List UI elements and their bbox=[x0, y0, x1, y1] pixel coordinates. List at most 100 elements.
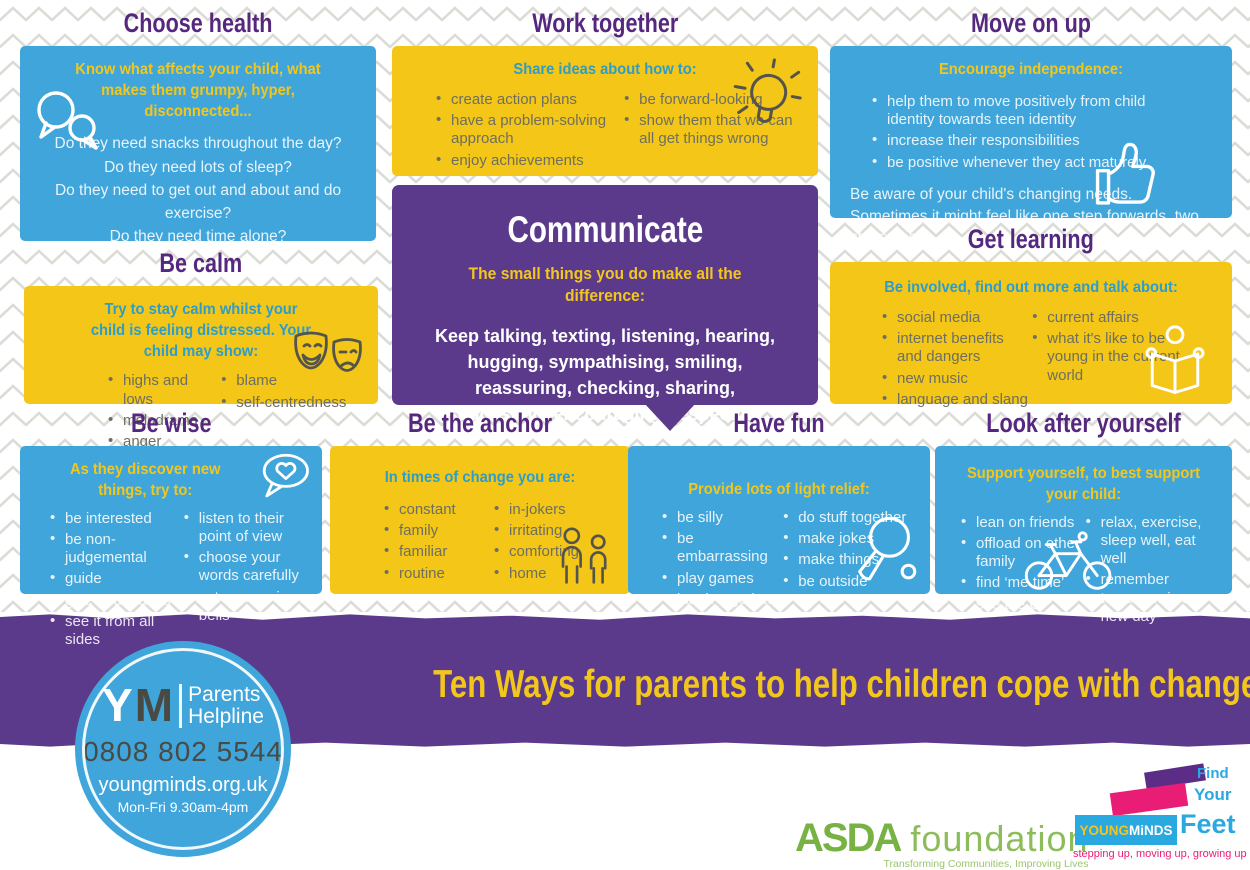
list-item: help them to move positively from child … bbox=[872, 92, 1157, 130]
question-line: Do they need time alone? bbox=[109, 228, 287, 246]
list-item: offload on other family bbox=[961, 534, 1086, 572]
card-lead: Provide lots of light relief: bbox=[688, 481, 870, 498]
have-fun-card: Provide lots of light relief: be sillybe… bbox=[628, 446, 930, 609]
bullet-columns: be interested be non-judgementalguide give… bbox=[28, 502, 314, 653]
card-section-communicate: Communicate The small things you do make… bbox=[392, 185, 818, 431]
card-lead: Be involved, find out more and talk abou… bbox=[884, 279, 1178, 296]
feet-label: Feet bbox=[1180, 809, 1236, 839]
parents-label: Parents bbox=[188, 683, 261, 707]
be-the-anchor-card: In times of change you are: constant fami… bbox=[330, 446, 630, 594]
be-wise-card: As they discover new things, try to: be … bbox=[20, 446, 322, 648]
list-item: new music bbox=[882, 369, 1032, 388]
card-title: Be wise bbox=[130, 408, 212, 438]
lightbulb-icon bbox=[726, 56, 802, 142]
bullet-list: be interested be non-judgementalguide give… bbox=[50, 509, 184, 653]
card-section-be-the-anchor: Be the anchor In times of change you are… bbox=[330, 410, 630, 594]
bullet-columns: be silly be embarrassing play games laugh t… bbox=[636, 501, 922, 612]
bullet-list: be silly be embarrassing play games laugh t… bbox=[662, 508, 783, 612]
bullet-list: relax, exercise, sleep well, eat wellrem… bbox=[1086, 513, 1212, 630]
bullet-list: help them to move positively from child … bbox=[846, 81, 1216, 172]
list-item: choose your words carefully bbox=[184, 548, 300, 586]
list-item: give boundaries bbox=[50, 591, 184, 610]
list-item: home bbox=[494, 564, 604, 583]
stair-step-pink bbox=[1109, 782, 1189, 817]
list-item: increase their responsibilities bbox=[872, 131, 1157, 150]
bullet-list: be forward-looking show them that we can … bbox=[624, 90, 794, 173]
card-title: Look after yourself bbox=[986, 408, 1181, 438]
youngminds-wordmark-bar: YOUNG MiNDS bbox=[1075, 815, 1177, 845]
list-item: social media bbox=[882, 308, 1032, 327]
list-item: comforting bbox=[494, 542, 604, 561]
list-item: guide bbox=[50, 569, 184, 588]
card-lead: Try to stay calm whilst your child is fe… bbox=[90, 301, 312, 360]
list-item: melodrama bbox=[108, 411, 221, 430]
question-line: Do they need lots of sleep? bbox=[104, 158, 292, 176]
card-title: Be the anchor bbox=[407, 408, 553, 438]
poster-title: Ten Ways for parents to help children co… bbox=[433, 663, 1250, 706]
card-lead: The small things you do make all the dif… bbox=[468, 264, 742, 306]
card-title: Work together bbox=[531, 8, 678, 38]
bullet-columns: lean on friendsoffload on other familyfi… bbox=[941, 506, 1226, 630]
work-together-card: Share ideas about how to: create action … bbox=[392, 46, 818, 176]
card-section-choose-health: Choose health Know what affects your chi… bbox=[20, 10, 376, 324]
card-section-be-wise: Be wise As they discover new things, try… bbox=[20, 408, 322, 648]
logo-letter-y: Y bbox=[102, 678, 133, 731]
list-item: see the GP bbox=[961, 595, 1086, 614]
helpline-phone-number: 0808 802 5544 bbox=[83, 735, 283, 767]
card-section-be-calm: Be calm Try to stay calm whilst your chi… bbox=[24, 250, 378, 451]
asda-foundation-logo: ASDA foundation Transforming Communities… bbox=[795, 816, 1089, 870]
list-item: make jokes bbox=[783, 529, 908, 548]
card-footer-text: Be aware of your child's changing needs.… bbox=[850, 185, 1199, 247]
be-calm-card: Try to stay calm whilst your child is fe… bbox=[24, 286, 378, 451]
theatre-masks-icon bbox=[290, 326, 364, 388]
list-item: lean on friends bbox=[961, 513, 1086, 532]
list-item: family bbox=[384, 521, 494, 540]
list-item: have a problem-solving approach bbox=[436, 111, 624, 149]
wordmark-minds: MiNDS bbox=[1129, 822, 1173, 838]
list-item: self-centredness bbox=[221, 393, 352, 412]
card-section-get-learning: Get learning Be involved, find out more … bbox=[830, 224, 1232, 409]
bullet-list: social media internet benefits and danger… bbox=[882, 308, 1032, 412]
list-item: be positive whenever they act maturely bbox=[872, 153, 1157, 172]
list-item: be outside bbox=[783, 572, 908, 591]
speech-pointer bbox=[644, 403, 696, 431]
list-item: highs and lows bbox=[108, 371, 221, 409]
card-section-have-fun: Have fun Provide lots of light relief: b… bbox=[628, 410, 930, 609]
get-learning-card: Be involved, find out more and talk abou… bbox=[830, 262, 1232, 409]
speech-bubbles-icon bbox=[28, 84, 106, 156]
bullet-list: listen to their point of viewchoose your… bbox=[184, 509, 300, 653]
question-line: Do they need snacks throughout the day? bbox=[54, 135, 342, 153]
list-item: create action plans bbox=[436, 90, 624, 109]
list-item: listen to their point of view bbox=[184, 509, 300, 547]
bullet-columns: create action plans have a problem-solvin… bbox=[402, 81, 808, 173]
your-label: Your bbox=[1194, 785, 1232, 804]
list-item: language and slang bbox=[882, 390, 1032, 409]
list-item: routine bbox=[384, 564, 494, 583]
asda-tagline: Transforming Communities, Improving Live… bbox=[883, 858, 1089, 870]
list-item: be forward-looking bbox=[624, 90, 794, 109]
card-title: Get learning bbox=[967, 224, 1095, 254]
bullet-columns: social media internet benefits and danger… bbox=[842, 299, 1220, 412]
list-item: blame bbox=[221, 371, 352, 390]
card-lead: Support yourself, to best support your c… bbox=[966, 465, 1201, 503]
foundation-wordmark: foundation bbox=[910, 818, 1089, 859]
card-title: Move on up bbox=[971, 8, 1091, 38]
question-line: Do they need to get out and about and do… bbox=[54, 181, 342, 223]
bullet-list: blame self-centredness bbox=[221, 371, 352, 454]
communicate-card: Communicate The small things you do make… bbox=[392, 185, 818, 431]
wordmark-young: YOUNG bbox=[1079, 822, 1129, 838]
card-body-text: Keep talking, texting, listening, hearin… bbox=[434, 326, 776, 425]
list-item: be non-judgemental bbox=[50, 530, 184, 568]
question-list: Do they need snacks throughout the day? D… bbox=[34, 132, 362, 248]
card-title: Communicate bbox=[507, 209, 703, 250]
bullet-list: current affairswhat it's like to be youn… bbox=[1032, 308, 1206, 412]
list-item: show them that we can all get things wro… bbox=[624, 111, 794, 149]
table-tennis-icon bbox=[848, 510, 922, 588]
website-url: youngminds.org.uk bbox=[98, 773, 268, 796]
logo-divider bbox=[179, 683, 183, 728]
list-item: see it from all sides bbox=[50, 612, 184, 650]
two-people-icon bbox=[556, 526, 614, 586]
asda-wordmark: ASDA bbox=[795, 816, 902, 860]
